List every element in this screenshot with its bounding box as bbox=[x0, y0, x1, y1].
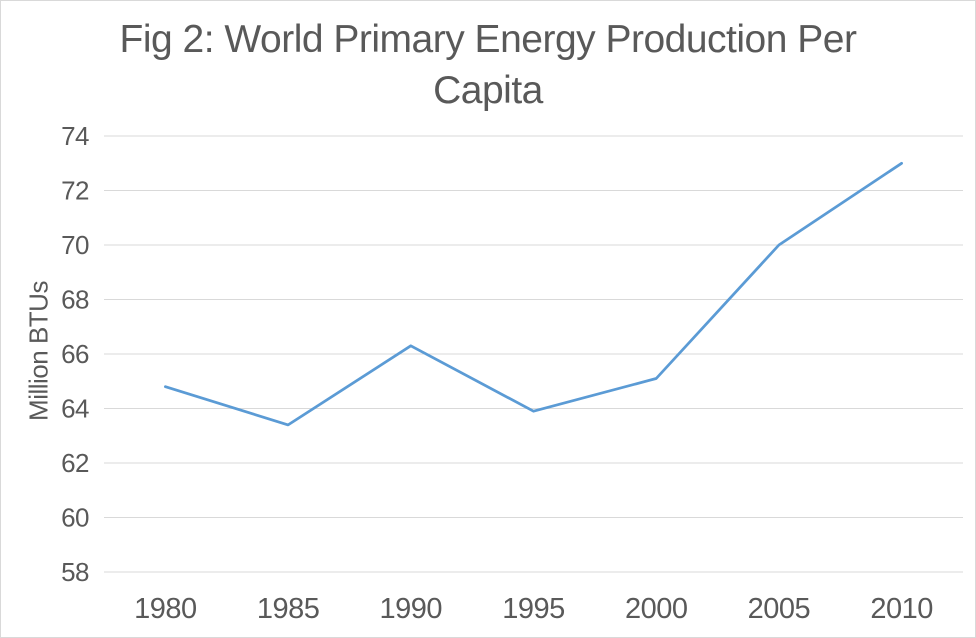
y-tick-label-62: 62 bbox=[61, 448, 89, 478]
y-tick-label-74: 74 bbox=[61, 121, 89, 151]
x-tick-label-1995: 1995 bbox=[502, 593, 565, 625]
y-tick-label-70: 70 bbox=[61, 230, 89, 260]
y-tick-label-66: 66 bbox=[61, 339, 89, 369]
data-line-series bbox=[164, 161, 903, 427]
y-tick-label-68: 68 bbox=[61, 285, 89, 315]
y-tick-label-58: 58 bbox=[61, 557, 89, 587]
y-tick-label-72: 72 bbox=[61, 176, 89, 206]
y-tick-label-60: 60 bbox=[61, 503, 89, 533]
x-tick-label-1980: 1980 bbox=[134, 593, 197, 625]
x-tick-label-2000: 2000 bbox=[625, 593, 688, 625]
x-tick-label-1985: 1985 bbox=[257, 593, 320, 625]
x-tick-label-2005: 2005 bbox=[748, 593, 811, 625]
x-tick-label-1990: 1990 bbox=[380, 593, 443, 625]
chart-title: Fig 2: World Primary Energy Production P… bbox=[119, 18, 857, 112]
x-tick-label-2010: 2010 bbox=[870, 593, 933, 625]
y-tick-label-64: 64 bbox=[61, 394, 89, 424]
